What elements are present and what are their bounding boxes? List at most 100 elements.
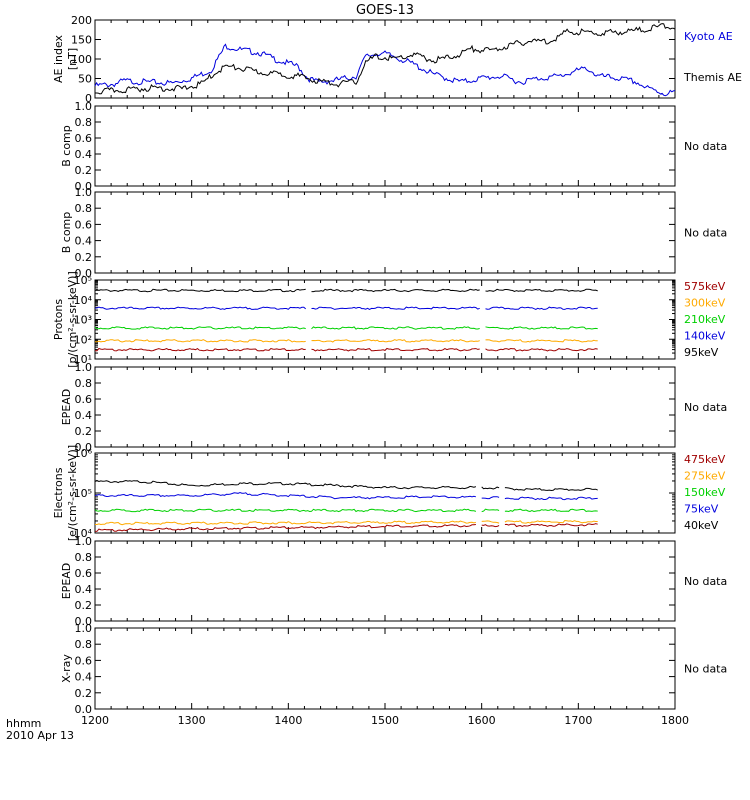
legend-entry: 275keV <box>684 470 726 483</box>
y-axis-label: X-ray <box>60 654 73 683</box>
y-axis-label: B comp <box>60 125 73 167</box>
y-tick-label: 0.8 <box>75 116 93 129</box>
y-tick-label: 0.4 <box>75 583 93 596</box>
panel-frame <box>94 19 676 99</box>
y-tick-label: 0.8 <box>75 377 93 390</box>
panel-frame <box>94 191 676 274</box>
series-line-140kev <box>94 306 598 310</box>
y-axis-label: Protons <box>52 299 65 340</box>
y-tick-label: 0.6 <box>75 132 93 145</box>
y-tick-label: 0.0 <box>75 441 93 454</box>
x-tick-label: 1400 <box>274 714 302 727</box>
y-tick-label: 1.0 <box>75 361 93 374</box>
series-line-475kev <box>94 523 598 532</box>
x-tick-label: 1200 <box>81 714 109 727</box>
series-line-75kev <box>94 491 598 501</box>
series-line-kyoto-ae <box>94 43 676 97</box>
y-tick-label: 10⁵ <box>74 274 92 287</box>
x-tick-label: 1700 <box>564 714 592 727</box>
panel-protons: 10¹ 10² 10³ 10⁴ 10⁵ Protons [p/(cm²-s-sr-keV)]… <box>52 271 726 368</box>
y-axis-label: Electrons <box>52 467 65 518</box>
x-tick-label: 1800 <box>661 714 689 727</box>
y-tick-label: 0.8 <box>75 638 93 651</box>
y-tick-label: 0.2 <box>75 425 93 438</box>
panel-ae: 0 50 100 150 200 AE index [nT] Kyoto AE Themis A… <box>52 14 742 105</box>
panel-xray: 0.0 0.2 0.4 0.6 0.8 1.0 X-ray No data <box>60 622 727 716</box>
panel-frame <box>94 627 676 710</box>
y-tick-label: 0.0 <box>75 267 93 280</box>
legend-entry: Kyoto AE <box>684 30 733 43</box>
y-axis-label: AE index <box>52 34 65 83</box>
y-tick-label: 50 <box>78 73 92 86</box>
x-axis-label-date: 2010 Apr 13 <box>6 729 74 742</box>
series-line-275kev <box>95 519 598 526</box>
series-line-210kev <box>94 326 598 330</box>
y-tick-label: 10⁴ <box>74 294 93 307</box>
series-line-300kev <box>94 339 598 343</box>
y-axis-label: [p/(cm²-s-sr-keV)] <box>66 271 79 368</box>
panel-epead1: 0.0 0.2 0.4 0.6 0.8 1.0 EPEAD No data <box>60 361 727 454</box>
legend-entry: 210keV <box>684 313 726 326</box>
panel-frame <box>94 366 676 448</box>
no-data-label: No data <box>684 575 727 588</box>
series-line-575kev <box>94 347 598 352</box>
series-line-themis-ae <box>95 23 676 95</box>
y-tick-label: 1.0 <box>75 535 93 548</box>
x-axis-label-hhmm: hhmm <box>6 717 41 730</box>
chart-title: GOES-13 <box>356 3 414 18</box>
panel-frame <box>94 452 676 534</box>
y-tick-label: 1.0 <box>75 100 93 113</box>
legend-entry: Themis AE <box>683 71 742 84</box>
panels-group: 0 50 100 150 200 AE index [nT] Kyoto AE Themis A… <box>52 14 742 716</box>
panel-frame <box>94 105 676 187</box>
y-tick-label: 0.8 <box>75 202 93 215</box>
y-tick-label: 1.0 <box>75 622 93 635</box>
y-tick-label: 0 <box>85 92 92 105</box>
y-tick-label: 100 <box>71 53 92 66</box>
y-axis-label: [e/(cm²-s-sr-keV)] <box>66 445 79 541</box>
series-line-40kev <box>94 479 598 492</box>
y-tick-label: 0.4 <box>75 671 93 684</box>
no-data-label: No data <box>684 140 727 153</box>
panel-frame <box>94 540 676 622</box>
panel-b2: 0.0 0.2 0.4 0.6 0.8 1.0B comp No data <box>60 186 727 280</box>
y-tick-label: 0.6 <box>75 393 93 406</box>
y-tick-label: 10³ <box>74 314 92 327</box>
y-axis-label: B comp <box>60 212 73 254</box>
x-tick-label: 1300 <box>178 714 206 727</box>
panel-epead2: 0.0 0.2 0.4 0.6 0.8 1.0 EPEAD No data <box>60 535 727 628</box>
legend-entry: 140keV <box>684 330 726 343</box>
y-tick-label: 0.4 <box>75 409 93 422</box>
y-tick-label: 0.6 <box>75 567 93 580</box>
y-tick-label: 0.0 <box>75 180 93 193</box>
y-tick-label: 0.2 <box>75 164 93 177</box>
y-tick-label: 0.4 <box>75 235 93 248</box>
legend-entry: 75keV <box>684 503 719 516</box>
y-tick-label: 150 <box>71 34 92 47</box>
no-data-label: No data <box>684 663 727 676</box>
y-tick-label: 0.4 <box>75 148 93 161</box>
y-tick-label: 10¹ <box>74 353 92 366</box>
y-tick-label: 0.0 <box>75 615 93 628</box>
y-tick-label: 10² <box>74 333 92 346</box>
panel-electrons: 10⁴ 10⁵ 10⁶ Electrons [e/(cm²-s-sr-keV)] 475k… <box>52 445 726 541</box>
y-tick-label: 0.6 <box>75 654 93 667</box>
no-data-label: No data <box>684 401 727 414</box>
legend-entry: 150keV <box>684 486 726 499</box>
y-tick-label: 0.2 <box>75 251 93 264</box>
x-tick-label: 1500 <box>371 714 399 727</box>
y-tick-label: 0.0 <box>75 703 93 716</box>
y-axis-label: EPEAD <box>60 563 73 600</box>
y-axis-label: EPEAD <box>60 389 73 426</box>
y-tick-label: 1.0 <box>75 186 93 199</box>
legend-entry: 475keV <box>684 453 726 466</box>
legend-entry: 95keV <box>684 346 719 359</box>
x-tick-label: 1600 <box>468 714 496 727</box>
y-tick-label: 0.8 <box>75 551 93 564</box>
y-tick-label: 0.2 <box>75 687 93 700</box>
legend-entry: 575keV <box>684 280 726 293</box>
series-line-95kev <box>94 288 598 293</box>
y-tick-label: 10⁴ <box>74 527 93 540</box>
y-tick-label: 0.6 <box>75 218 93 231</box>
